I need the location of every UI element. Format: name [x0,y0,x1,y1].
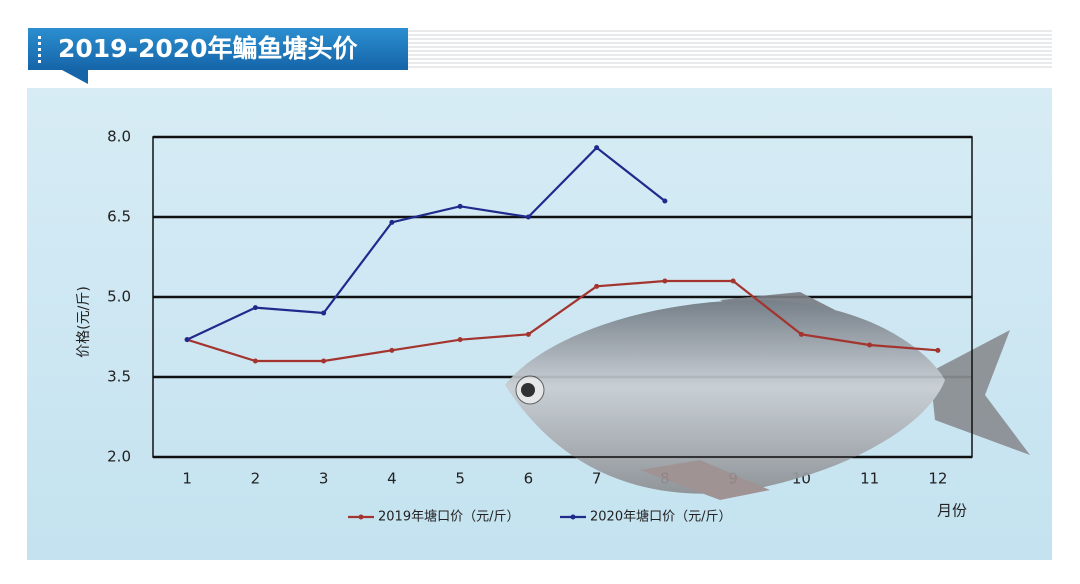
fish-belly-fin [640,460,770,500]
series-point [252,305,258,311]
title-banner [28,28,408,70]
plot: 2.03.55.06.58.01234567891011122019年塘口价（元… [107,128,1030,525]
series-point [525,331,531,337]
series-point [935,347,941,353]
x-tick-label: 2 [251,470,261,488]
chart-title: 2019-2020年鳊鱼塘头价 [58,34,359,63]
x-tick-label: 3 [319,470,329,488]
legend-label: 2020年塘口价（元/斤） [590,509,731,525]
x-tick-label: 1 [182,470,192,488]
x-tick-label: 4 [387,470,397,488]
series-line [186,146,666,341]
series-point [662,198,668,204]
series-point [389,347,395,353]
series-point [594,145,600,151]
x-tick-label: 11 [860,470,879,488]
banner-dots [38,36,41,63]
x-tick-label: 5 [455,470,465,488]
series-point [798,331,804,337]
series-point [321,310,327,316]
x-axis-label: 月份 [937,502,967,520]
fish-illustration [505,292,1030,500]
x-tick-label: 7 [592,470,602,488]
series-point [662,278,668,284]
plot-border [152,136,973,458]
series-point [594,283,600,289]
y-tick-label: 8.0 [107,128,131,146]
x-tick-label: 12 [928,470,947,488]
series-point [730,278,736,284]
legend-marker [570,514,576,520]
series-point [252,358,258,364]
series-line [186,279,938,363]
y-tick-label: 5.0 [107,288,131,306]
fish-pupil [521,383,535,397]
series-point [457,203,463,209]
legend-marker [358,514,364,520]
fish-tail [930,330,1030,455]
series-point [321,358,327,364]
series-point [389,219,395,225]
x-tick-label: 6 [524,470,534,488]
series-point [525,214,531,220]
y-tick-label: 2.0 [107,448,131,466]
y-tick-label: 6.5 [107,208,131,226]
y-axis-label: 价格(元/斤) [76,286,92,358]
legend-label: 2019年塘口价（元/斤） [378,509,519,525]
chart-panel [27,88,1052,560]
series-point [867,342,873,348]
y-tick-label: 3.5 [107,368,131,386]
banner-tab [62,70,88,84]
header-stripes [408,30,1052,68]
series-point [457,337,463,343]
series-point [184,337,190,343]
fish-body [505,300,945,494]
